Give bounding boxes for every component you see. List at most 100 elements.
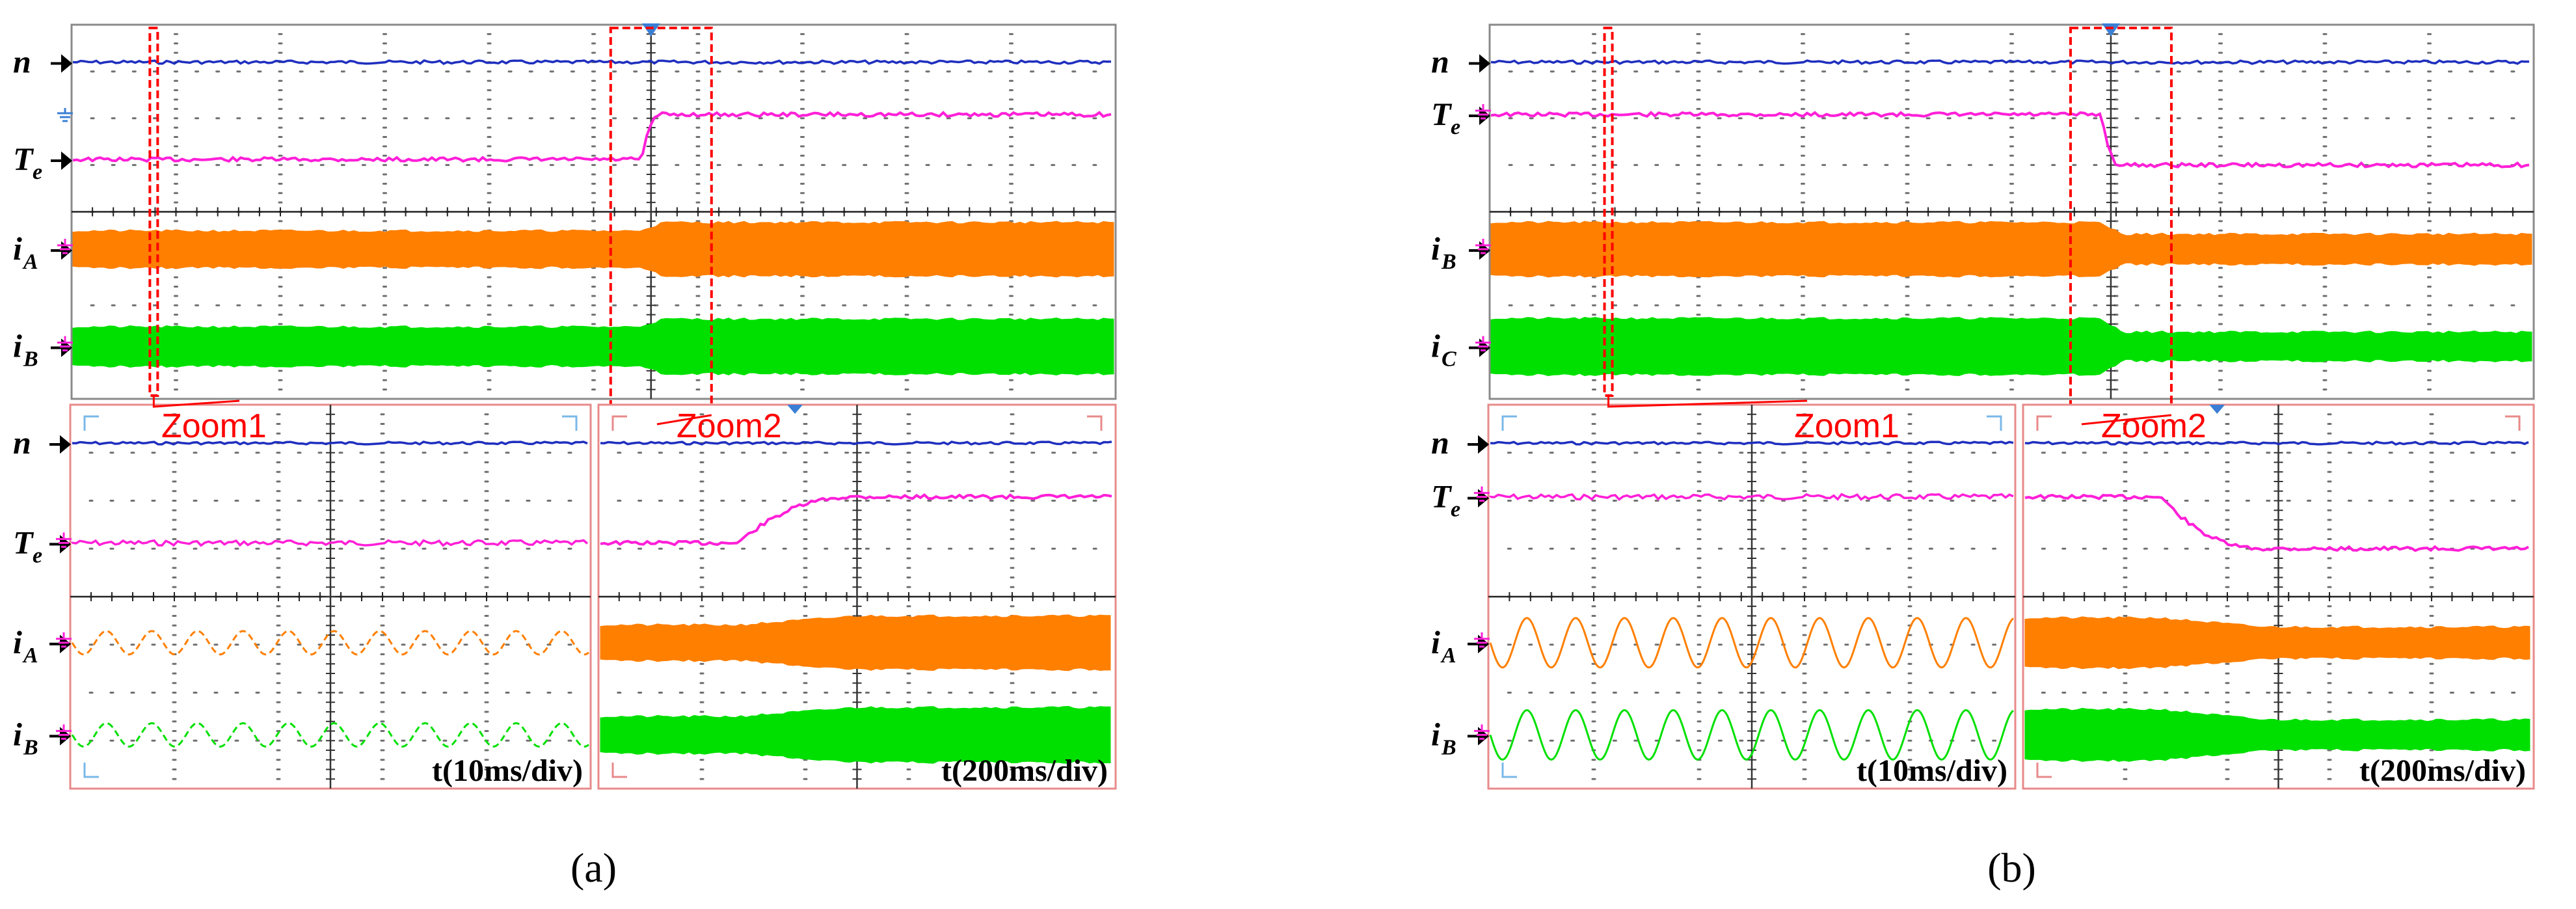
zoom-arrow-icon [656,414,712,426]
figure-caption: (a) [570,845,617,891]
cursor-corner-icon [1087,415,1103,431]
main-ch-label-4-symbol: i [13,328,22,364]
zoom2-time-label: t(200ms/div) [2359,753,2526,788]
ground-icon [56,724,72,740]
zoom-arrow-icon [2081,414,2172,426]
trace-Te [1490,111,2530,169]
ground-icon [1474,724,1490,740]
divider-ticks [1510,207,2514,217]
zoom-ch-label-3-symbol: i [1431,624,1440,660]
zoom-ch-label-3-subscript: A [22,644,38,668]
zoom-ch-label-1: n [1431,424,1490,461]
zoom2-panel: Zoom2 t(200ms/div) [597,403,1117,790]
zoom1-panel: Zoom1 t(10ms/div) [69,403,592,790]
cursor-corner-icon [611,763,627,778]
zoom2-trace-n [2024,441,2529,446]
main-ch-label-3-subscript: A [22,250,38,274]
zoom1-trace-iB [1489,709,2014,761]
zoom-arrows [152,396,712,426]
cursor-corner-icon [83,415,99,431]
zoom-ch-label-4-symbol: i [13,716,22,752]
zoom2-trace-n [600,441,1112,446]
zoom-ch-label-3-subscript: A [1440,644,1456,668]
divider-ticks [1509,592,1995,601]
divider-ticks [618,592,1096,601]
cursor-corner-icon [1501,763,1517,778]
zoom1-trace-n [72,441,588,446]
main-ch-label-3-symbol: i [1431,230,1440,267]
zoom2-trace-iA [600,614,1111,672]
zoom-ch-label-1: n [13,424,72,461]
trigger-marker-icon [787,405,803,414]
cursor-corner-icon [1987,415,2002,431]
zoom2-panel: Zoom2 t(200ms/div) [2022,403,2535,790]
zoom-ch-label-1-symbol: n [13,424,31,461]
ground-icon [56,532,72,548]
center-axis-ticks [326,413,335,780]
trigger-marker-icon [2209,405,2225,414]
zoom-ch-label-4-subscript: B [1441,735,1456,759]
cursor-corner-icon [562,415,578,431]
grid-dots [1507,413,1997,780]
main-ch-label-3-subscript: B [1441,250,1456,274]
zoom-ch-label-2-symbol: T [1431,478,1453,515]
zoom1-trace-iA [71,630,589,656]
main-ch-label-4-symbol: i [1431,328,1440,364]
zoom1-label: Zoom1 [1794,407,1899,445]
channel-arrow-icon [1469,54,1491,73]
channel-arrow-icon [49,435,72,454]
cursor-corner-icon [611,415,627,431]
figure-b: nT ei Bi CZoom1t(10ms/div)Zoom2t(200ms/div)… [1431,23,2535,891]
channel-arrow-icon [51,151,73,170]
cursor-corner-icon [1501,415,1517,431]
zoom-ch-label-2-symbol: T [13,524,34,560]
trace-ch4 [72,317,1114,376]
main-ch-label-2-subscript: e [1451,115,1460,139]
cursor-corner-icon [2036,415,2052,431]
zoom1-trace-iB [71,722,589,748]
main-ch-label-1-symbol: n [13,44,31,80]
zoom-ch-label-1-symbol: n [1431,424,1449,461]
figure-a: nT ei Ai BZoom1t(10ms/div)Zoom2t(200ms/div)… [13,23,1117,891]
zoom-arrow-icon [152,396,240,408]
divider-ticks [2043,592,2514,601]
channel-arrow-icon [51,54,73,73]
center-axis-ticks [1747,413,1756,780]
ground-icon [1475,239,1491,254]
cursor-corner-icon [2036,763,2052,778]
divider-ticks [90,592,570,601]
ground-icon [57,239,73,254]
trace-n [72,59,1112,66]
trace-ch3 [1490,221,2532,278]
zoom2-time-label: t(200ms/div) [941,753,1108,788]
ground-icon [57,336,73,351]
zoom1-label: Zoom1 [161,407,267,445]
zoom1-time-label: t(10ms/div) [1857,753,2007,788]
ground-icon [57,108,73,122]
ground-icon [1474,486,1490,502]
divider-ticks [92,207,1095,217]
zoom1-trace-iA [1489,617,2014,669]
main-ch-label-4-subscript: B [23,347,38,372]
ground-icon [1475,104,1491,120]
main-ch-label-3-symbol: i [13,230,22,267]
ground-icon [1475,336,1491,351]
zoom-ch-label-2-subscript: e [33,543,42,567]
main-ch-label-2-subscript: e [33,160,42,184]
zoom2-trace-Te [2024,493,2529,552]
main-ch-label-1: n [13,44,73,80]
zoom2-trace-iB [2024,707,2530,762]
zoom1-trace-Te [1489,493,2014,501]
main-ch-label-2-symbol: T [13,141,34,177]
zoom2-trace-Te [600,493,1112,547]
